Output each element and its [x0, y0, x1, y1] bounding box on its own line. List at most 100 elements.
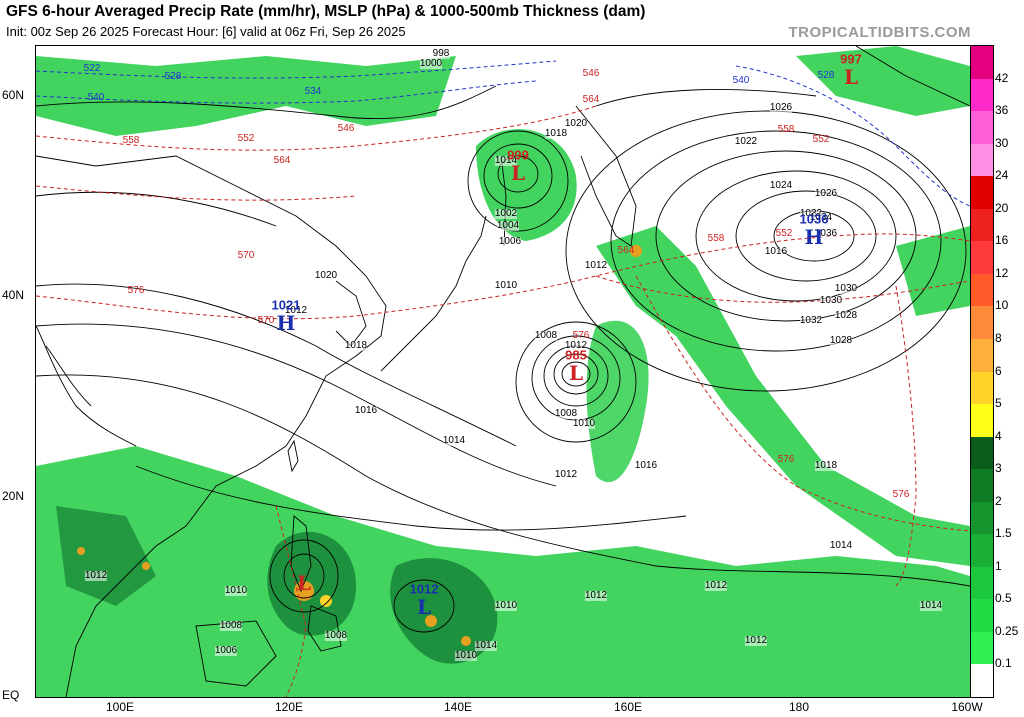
isobar-label: 1010: [454, 650, 478, 661]
pressure-value: 997: [840, 51, 862, 67]
thickness-warm-line: [36, 185, 357, 201]
isobar-label: 1008: [534, 330, 558, 341]
isobar-label: 1014: [474, 640, 498, 651]
colorbar-label: 0.1: [995, 656, 1012, 671]
isobar-label: 1020: [564, 118, 588, 129]
isobar-label: 1012: [84, 570, 108, 581]
lat-label-eq: EQ: [2, 688, 20, 702]
map-canvas: [36, 46, 970, 697]
isobar-label: 1012: [584, 260, 608, 271]
colorbar-label: 5: [995, 396, 1002, 411]
isobar-label: 1032: [799, 315, 823, 326]
isobar-typhoon: [553, 353, 599, 395]
isobar-label: 1018: [344, 340, 368, 351]
thickness-label: 522: [83, 63, 101, 74]
isobar-label: 1010: [494, 600, 518, 611]
isobar-sakhalin-low: [497, 155, 539, 193]
isobar-line: [36, 323, 557, 487]
thickness-label: 564: [582, 94, 600, 105]
isobar-pacific-high: [735, 190, 877, 282]
isobar-layer: [36, 85, 970, 633]
colorbar-label: 10: [995, 298, 1009, 313]
precip-area-kamchatka: [796, 46, 970, 116]
isobar-micronesia-low: [393, 579, 455, 633]
isobar-line: [36, 191, 277, 227]
colorbar-cell: [971, 273, 993, 307]
lon-label-160w: 160W: [951, 700, 983, 714]
thickness-label: 546: [337, 123, 355, 134]
precip-area-sakhalin-low: [476, 129, 577, 241]
isobar-label: 1012: [554, 469, 578, 480]
isobar-label: 1016: [354, 405, 378, 416]
thickness-label: 564: [617, 245, 635, 256]
isobar-label: 1026: [769, 102, 793, 113]
isobar-label: 1008: [554, 408, 578, 419]
thickness-label: 546: [582, 68, 600, 79]
thickness-label: 564: [273, 155, 291, 166]
pressure-value: 1012: [409, 581, 439, 597]
colorbar-label: 6: [995, 363, 1002, 378]
isobar-label: 1014: [442, 435, 466, 446]
isobar-label: 1024: [769, 180, 793, 191]
map-panel: 1008 1010 1012 1014 1016 1018 1020 1022 1024 1026…: [35, 45, 971, 698]
isobar-label: 998: [432, 48, 450, 59]
isobar-pacific-high: [610, 130, 942, 352]
colorbar-cell: [971, 404, 993, 438]
colorbar-label: 1: [995, 558, 1002, 573]
isobar-label: 1014: [919, 600, 943, 611]
colorbar-label: 1.5: [995, 526, 1012, 541]
lon-label-180: 180: [788, 700, 810, 714]
map-title: GFS 6-hour Averaged Precip Rate (mm/hr),…: [6, 3, 646, 20]
precip-heavy-cell: [142, 562, 150, 570]
isobar-label: 1028: [834, 310, 858, 321]
isobar-label: 1012: [584, 590, 608, 601]
precip-colorbar: [970, 45, 994, 698]
lon-label-120e: 120E: [274, 700, 304, 714]
thickness-warm-line: [895, 285, 917, 587]
low-pressure-marker: L: [843, 65, 859, 89]
colorbar-cell: [971, 631, 993, 665]
isobar-label: 1018: [814, 460, 838, 471]
precip-heavy-cell: [320, 595, 332, 607]
colorbar-cell: [971, 501, 993, 535]
colorbar-cell: [971, 111, 993, 145]
thickness-label: 558: [777, 124, 795, 135]
thickness-label: 552: [812, 134, 830, 145]
colorbar-cell: [971, 436, 993, 470]
colorbar-cell: [971, 534, 993, 568]
colorbar-cell: [971, 306, 993, 340]
isobar-label: 1006: [498, 236, 522, 247]
lat-label-60n: 60N: [2, 88, 25, 102]
isobar-line: [135, 465, 687, 531]
lat-label-40n: 40N: [2, 288, 25, 302]
lon-label-100e: 100E: [105, 700, 135, 714]
isobar-label: 1010: [224, 585, 248, 596]
isobar-label: 1002: [494, 208, 518, 219]
isobar-label: 1008: [219, 620, 243, 631]
colorbar-label: 4: [995, 428, 1002, 443]
thickness-warm-line: [595, 275, 970, 303]
colorbar-label: 24: [995, 168, 1009, 183]
thickness-label: 552: [775, 228, 793, 239]
isobar-label: 1012: [744, 635, 768, 646]
lon-label-140e: 140E: [443, 700, 473, 714]
precip-area-micronesia: [390, 558, 498, 664]
thickness-label: 552: [237, 133, 255, 144]
colorbar-label: 8: [995, 330, 1002, 345]
thickness-label: 528: [817, 70, 835, 81]
thickness-layer: [36, 60, 970, 697]
colorbar-cell: [971, 176, 993, 210]
coastline-asia: [36, 155, 387, 697]
pressure-value: 985: [565, 347, 587, 363]
isobar-philippine-low: [283, 553, 325, 599]
colorbar-label: 30: [995, 135, 1009, 150]
site-watermark[interactable]: TROPICALTIDBITS.COM: [788, 24, 971, 41]
colorbar-label: 3: [995, 461, 1002, 476]
isobar-label: 1012: [564, 340, 588, 351]
coastline-luzon: [290, 515, 312, 593]
isobar-typhoon: [561, 361, 591, 387]
isobar-label: 1008: [324, 630, 348, 641]
coastline-mindanao: [307, 605, 342, 652]
isobar-label: 1016: [634, 460, 658, 471]
isobar-label: 1004: [496, 220, 520, 231]
